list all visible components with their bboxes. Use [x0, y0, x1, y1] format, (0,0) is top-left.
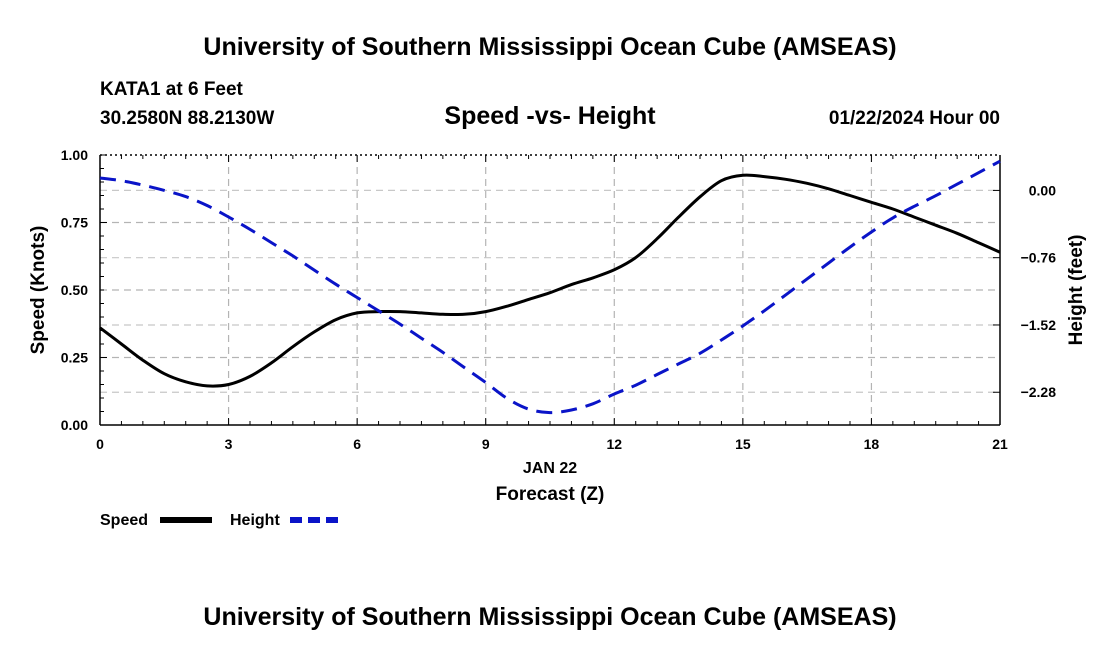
x-tick-label: 15 — [735, 436, 751, 452]
y2-tick-label: −2.28 — [1021, 384, 1057, 400]
y-tick-label: 0.00 — [61, 417, 88, 433]
coords-label: 30.2580N 88.2130W — [100, 108, 274, 129]
y-tick-label: 0.50 — [61, 282, 88, 298]
x-tick-label: 0 — [96, 436, 104, 452]
chart-title: Speed -vs- Height — [444, 102, 656, 130]
y2-axis-label: Height (feet) — [1066, 235, 1087, 346]
x-tick-label: 21 — [992, 436, 1008, 452]
series-group — [99, 159, 1001, 415]
y2-tick-label: −1.52 — [1021, 317, 1057, 333]
date-label: 01/22/2024 Hour 00 — [829, 108, 1000, 129]
legend: Speed Height — [100, 512, 342, 529]
x-tick-label: 9 — [482, 436, 490, 452]
series-line-speed — [99, 173, 1001, 388]
plot-frame — [99, 154, 1001, 426]
y-tick-label: 0.25 — [61, 350, 88, 366]
footer-title: University of Southern Mississippi Ocean… — [203, 603, 896, 631]
x-axis-sublabel: JAN 22 — [523, 460, 577, 477]
y2-tick-label: −0.76 — [1021, 250, 1057, 266]
y-axis-label: Speed (Knots) — [28, 226, 49, 355]
x-tick-label: 18 — [864, 436, 880, 452]
station-label: KATA1 at 6 Feet — [100, 79, 244, 100]
legend-height-label: Height — [230, 512, 280, 529]
y-tick-label: 1.00 — [61, 147, 88, 163]
legend-speed-label: Speed — [100, 512, 148, 529]
x-axis-label: Forecast (Z) — [496, 484, 605, 505]
page-title: University of Southern Mississippi Ocean… — [203, 33, 896, 61]
grid — [100, 155, 1000, 425]
y2-tick-label: 0.00 — [1029, 182, 1056, 198]
y-tick-label: 0.75 — [61, 215, 88, 231]
x-tick-label: 12 — [606, 436, 622, 452]
x-tick-label: 3 — [225, 436, 233, 452]
x-tick-label: 6 — [353, 436, 361, 452]
tick-group: 0 3 6 9 12 15 18 21 0.00 0.25 0.50 0.75 1.00 0.00 −0.7… — [61, 147, 1056, 452]
series-line-height — [99, 159, 1001, 415]
